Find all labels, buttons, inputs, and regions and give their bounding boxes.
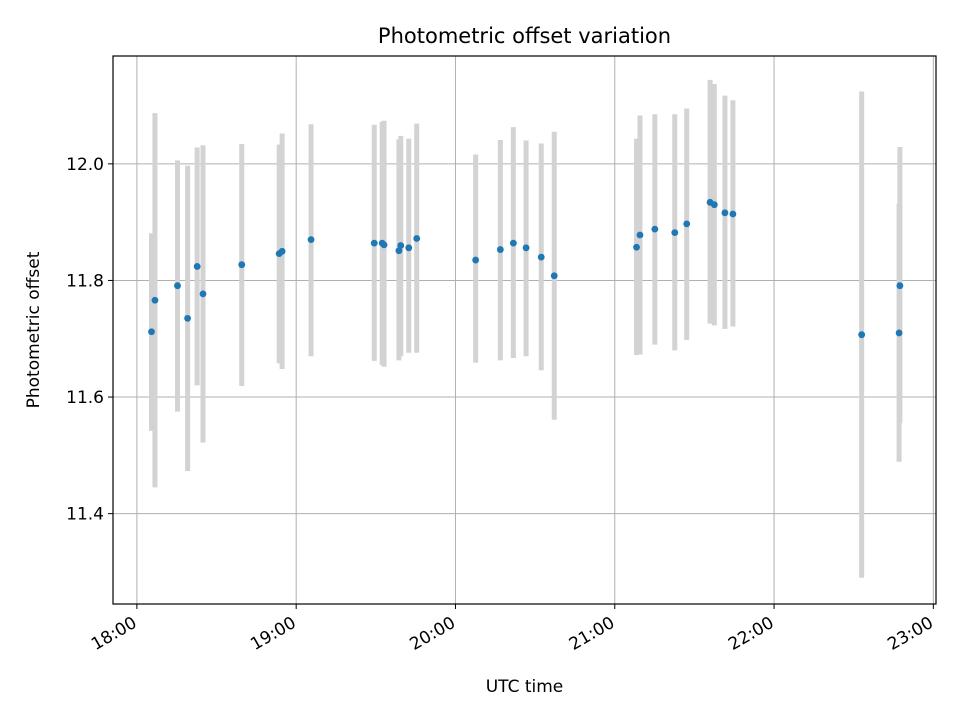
data-point xyxy=(671,229,679,237)
data-point xyxy=(633,243,640,251)
y-axis-ticks: 11.4 11.6 11.8 12.0 xyxy=(66,155,113,525)
data-point xyxy=(199,290,207,298)
data-point xyxy=(858,331,866,339)
data-point xyxy=(636,231,644,239)
data-point xyxy=(193,263,201,270)
data-point xyxy=(550,272,558,280)
data-point xyxy=(174,282,181,290)
data-point xyxy=(370,239,378,247)
data-point xyxy=(522,244,530,252)
data-point xyxy=(307,236,315,244)
data-point xyxy=(895,329,903,337)
data-point xyxy=(278,247,286,255)
y-tick-label: 11.6 xyxy=(66,388,104,408)
data-point xyxy=(509,239,517,247)
data-points xyxy=(148,198,904,339)
data-point xyxy=(238,261,246,269)
data-point xyxy=(184,314,192,322)
data-point xyxy=(405,244,413,252)
data-point xyxy=(651,225,659,233)
data-point xyxy=(397,242,405,249)
data-point xyxy=(413,235,421,242)
data-point xyxy=(148,328,155,336)
data-point xyxy=(537,253,545,261)
plot-area-frame xyxy=(112,55,937,605)
y-axis-label: Photometric offset xyxy=(24,251,44,408)
data-point xyxy=(683,220,691,228)
data-point xyxy=(710,201,718,209)
data-point xyxy=(896,282,904,290)
data-point xyxy=(496,246,504,253)
y-tick-label: 11.4 xyxy=(66,505,104,525)
data-point xyxy=(151,296,159,304)
y-tick-label: 11.8 xyxy=(66,271,104,291)
x-axis-label: UTC time xyxy=(486,677,564,697)
data-point xyxy=(729,210,737,218)
data-point xyxy=(395,247,403,255)
data-point xyxy=(472,256,480,264)
data-point xyxy=(721,209,729,217)
y-tick-label: 12.0 xyxy=(66,155,104,175)
chart-title: Photometric offset variation xyxy=(378,24,671,48)
data-point xyxy=(380,241,388,249)
